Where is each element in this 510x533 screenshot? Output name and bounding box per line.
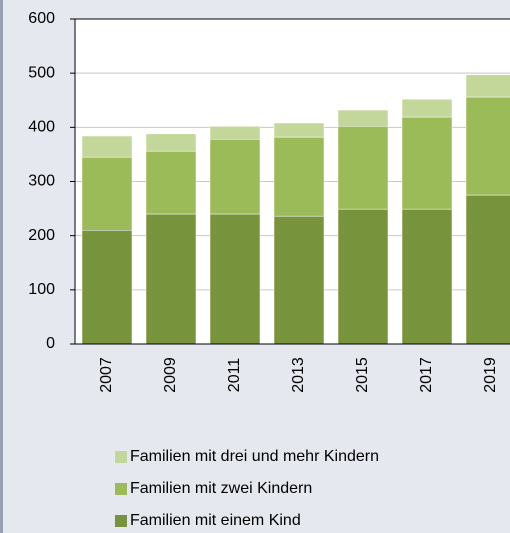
legend-label: Familien mit drei und mehr Kindern bbox=[130, 448, 379, 465]
bar-segment bbox=[209, 213, 261, 345]
y-tick-label: 100 bbox=[28, 281, 55, 298]
bar-segment bbox=[81, 135, 133, 158]
bar-segment bbox=[209, 126, 261, 140]
legend-label: Familien mit einem Kind bbox=[130, 512, 301, 529]
bar-segment bbox=[401, 208, 453, 345]
bar-segment bbox=[465, 194, 510, 345]
y-tick-label: 600 bbox=[28, 10, 55, 27]
legend-swatch bbox=[115, 515, 127, 527]
bar-segment bbox=[145, 150, 197, 215]
bar-segment bbox=[145, 213, 197, 345]
x-tick-label: 2009 bbox=[162, 357, 179, 393]
bar-segment bbox=[337, 208, 389, 345]
bar-segment bbox=[337, 126, 389, 210]
y-tick-label: 0 bbox=[46, 335, 55, 352]
bar-segment bbox=[401, 116, 453, 210]
bar-segment bbox=[465, 96, 510, 196]
bar-segment bbox=[209, 139, 261, 215]
legend-swatch bbox=[115, 451, 127, 463]
bar-segment bbox=[337, 109, 389, 127]
x-tick-label: 2007 bbox=[98, 357, 115, 393]
bar-segment bbox=[273, 136, 325, 217]
bar-segment bbox=[465, 74, 510, 98]
y-tick-label: 500 bbox=[28, 64, 55, 81]
x-tick-label: 2015 bbox=[354, 357, 371, 393]
x-tick-label: 2017 bbox=[418, 357, 435, 393]
bar-segment bbox=[273, 215, 325, 345]
x-tick-label: 2019 bbox=[482, 357, 499, 393]
bar-segment bbox=[401, 98, 453, 118]
y-tick-label: 300 bbox=[28, 173, 55, 190]
bar-segment bbox=[81, 230, 133, 345]
y-tick-label: 400 bbox=[28, 119, 55, 136]
x-tick-label: 2013 bbox=[290, 357, 307, 393]
legend-label: Familien mit zwei Kindern bbox=[130, 480, 312, 497]
bar-segment bbox=[273, 122, 325, 138]
left-border bbox=[0, 0, 3, 533]
bar-segment bbox=[81, 156, 133, 231]
y-tick-label: 200 bbox=[28, 227, 55, 244]
x-tick-label: 2011 bbox=[226, 358, 243, 393]
legend-swatch bbox=[115, 483, 127, 495]
bar-segment bbox=[145, 133, 197, 152]
